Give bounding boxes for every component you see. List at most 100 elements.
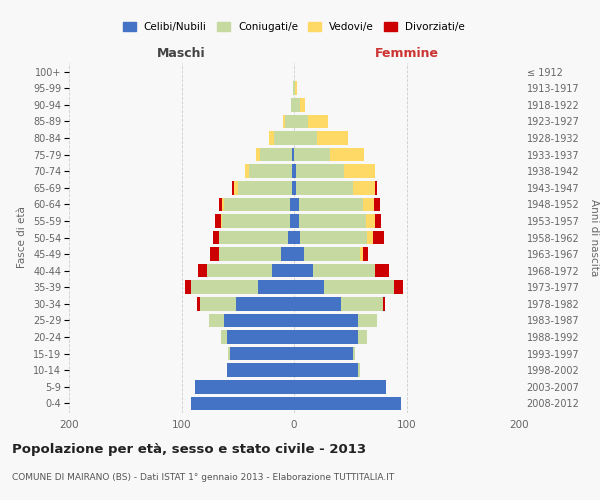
Bar <box>185 280 191 294</box>
Bar <box>294 181 296 194</box>
Bar <box>227 364 294 377</box>
Bar <box>222 198 224 211</box>
Bar <box>293 82 294 95</box>
Bar <box>308 114 328 128</box>
Text: Popolazione per età, sesso e stato civile - 2013: Popolazione per età, sesso e stato civil… <box>12 442 366 456</box>
Bar <box>343 164 375 178</box>
Bar <box>269 131 274 145</box>
Bar <box>330 148 364 162</box>
Bar <box>294 131 317 145</box>
Bar <box>296 181 353 194</box>
Bar <box>283 114 285 128</box>
Bar <box>213 230 218 244</box>
Bar <box>294 82 295 95</box>
Bar <box>209 248 218 261</box>
Bar <box>235 181 238 194</box>
Bar <box>221 330 227 344</box>
Bar <box>232 181 235 194</box>
Bar <box>245 164 249 178</box>
Bar <box>375 181 377 194</box>
Bar <box>224 198 290 211</box>
Bar <box>191 280 258 294</box>
Y-axis label: Anni di nascita: Anni di nascita <box>589 199 599 276</box>
Bar <box>285 114 294 128</box>
Bar <box>366 214 375 228</box>
Bar <box>256 148 260 162</box>
Bar <box>373 230 384 244</box>
Bar <box>361 248 362 261</box>
Bar <box>294 364 358 377</box>
Bar <box>292 164 294 178</box>
Bar <box>362 198 374 211</box>
Bar <box>299 198 362 211</box>
Bar <box>227 347 230 360</box>
Bar <box>358 364 361 377</box>
Bar <box>258 280 294 294</box>
Bar <box>271 264 294 278</box>
Bar <box>218 248 281 261</box>
Bar <box>313 264 375 278</box>
Bar <box>230 347 294 360</box>
Bar <box>299 230 367 244</box>
Bar <box>290 198 294 211</box>
Bar <box>375 214 380 228</box>
Bar <box>294 314 358 327</box>
Bar <box>199 297 235 310</box>
Bar <box>290 98 294 112</box>
Bar <box>222 214 290 228</box>
Bar <box>394 280 403 294</box>
Legend: Celibi/Nubili, Coniugati/e, Vedovi/e, Divorziati/e: Celibi/Nubili, Coniugati/e, Vedovi/e, Di… <box>120 18 468 35</box>
Bar <box>294 380 386 394</box>
Bar <box>367 230 373 244</box>
Bar <box>299 98 305 112</box>
Bar <box>374 198 380 211</box>
Text: Maschi: Maschi <box>157 47 206 60</box>
Bar <box>260 148 292 162</box>
Bar <box>304 248 361 261</box>
Bar <box>295 82 298 95</box>
Bar <box>299 214 366 228</box>
Bar <box>341 297 383 310</box>
Bar <box>294 264 313 278</box>
Bar <box>294 396 401 410</box>
Bar <box>362 248 368 261</box>
Bar <box>197 297 199 310</box>
Bar <box>294 230 299 244</box>
Bar <box>294 214 299 228</box>
Bar <box>224 314 294 327</box>
Bar <box>296 164 343 178</box>
Bar <box>294 330 358 344</box>
Bar <box>281 248 294 261</box>
Bar <box>317 131 348 145</box>
Bar <box>294 280 325 294</box>
Bar <box>383 297 385 310</box>
Text: Femmine: Femmine <box>374 47 439 60</box>
Bar <box>238 181 292 194</box>
Bar <box>294 198 299 211</box>
Text: COMUNE DI MAIRANO (BS) - Dati ISTAT 1° gennaio 2013 - Elaborazione TUTTITALIA.IT: COMUNE DI MAIRANO (BS) - Dati ISTAT 1° g… <box>12 472 394 482</box>
Bar <box>249 164 292 178</box>
Bar <box>353 181 375 194</box>
Bar <box>218 198 222 211</box>
Bar <box>294 114 308 128</box>
Bar <box>227 330 294 344</box>
Bar <box>292 181 294 194</box>
Bar <box>208 264 271 278</box>
Bar <box>274 131 294 145</box>
Bar <box>218 230 289 244</box>
Bar <box>294 98 299 112</box>
Bar <box>290 214 294 228</box>
Bar <box>294 297 341 310</box>
Bar <box>375 264 389 278</box>
Y-axis label: Fasce di età: Fasce di età <box>17 206 28 268</box>
Bar <box>221 214 222 228</box>
Bar <box>294 347 353 360</box>
Bar <box>358 314 377 327</box>
Bar <box>292 148 294 162</box>
Bar <box>294 148 330 162</box>
Bar <box>209 314 224 327</box>
Bar <box>294 248 304 261</box>
Bar <box>325 280 394 294</box>
Bar <box>191 396 294 410</box>
Bar <box>215 214 221 228</box>
